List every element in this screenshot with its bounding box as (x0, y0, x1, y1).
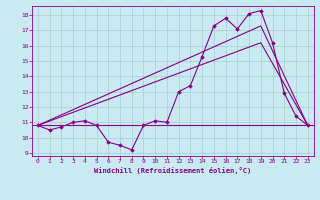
X-axis label: Windchill (Refroidissement éolien,°C): Windchill (Refroidissement éolien,°C) (94, 167, 252, 174)
